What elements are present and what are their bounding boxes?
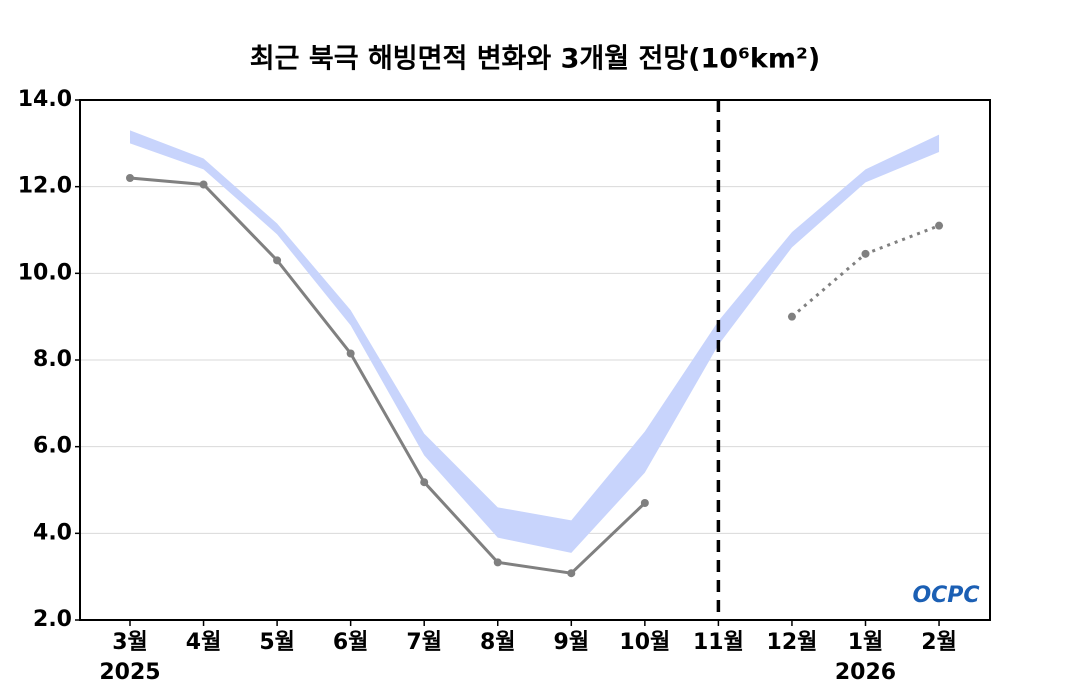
point (493, 558, 502, 567)
y-tick-label: 4.0 (33, 520, 72, 545)
chart-title: 최근 북극 해빙면적 변화와 3개월 전망(10⁶km²) (250, 44, 820, 75)
x-tick-label: 1월 (848, 630, 884, 655)
point (273, 256, 282, 265)
y-tick-label: 2.0 (33, 607, 72, 632)
x-tick-label: 11월 (693, 630, 744, 655)
y-tick-label: 12.0 (18, 174, 72, 199)
x-tick-label: 10월 (619, 630, 670, 655)
plot-frame (79, 99, 991, 621)
series-line (790, 224, 940, 318)
x-tick-label: 9월 (554, 630, 590, 655)
x-tick-label: 8월 (480, 630, 516, 655)
point (199, 180, 208, 189)
point (346, 349, 355, 358)
x-tick-label: 4월 (186, 630, 222, 655)
y-tick-label: 6.0 (33, 434, 72, 459)
x-tick-label: 7월 (406, 630, 442, 655)
point (861, 249, 870, 258)
year-label: 2026 (835, 660, 896, 685)
y-tick-label: 10.0 (18, 260, 72, 285)
x-tick-label: 2월 (921, 630, 957, 655)
year-label: 2025 (99, 660, 160, 685)
point (935, 221, 944, 230)
y-tick-label: 14.0 (18, 87, 72, 112)
x-tick-label: 12월 (767, 630, 818, 655)
point (640, 499, 649, 507)
point (126, 174, 134, 182)
x-tick-label: 6월 (333, 630, 369, 655)
point (787, 312, 796, 321)
x-tick-label: 3월 (112, 630, 148, 655)
series-line (129, 176, 646, 575)
point (420, 478, 429, 487)
range-band (130, 130, 940, 553)
logo: OCPC (912, 583, 979, 608)
x-tick-label: 5월 (259, 630, 295, 655)
y-tick-label: 8.0 (33, 347, 72, 372)
point (567, 569, 576, 578)
